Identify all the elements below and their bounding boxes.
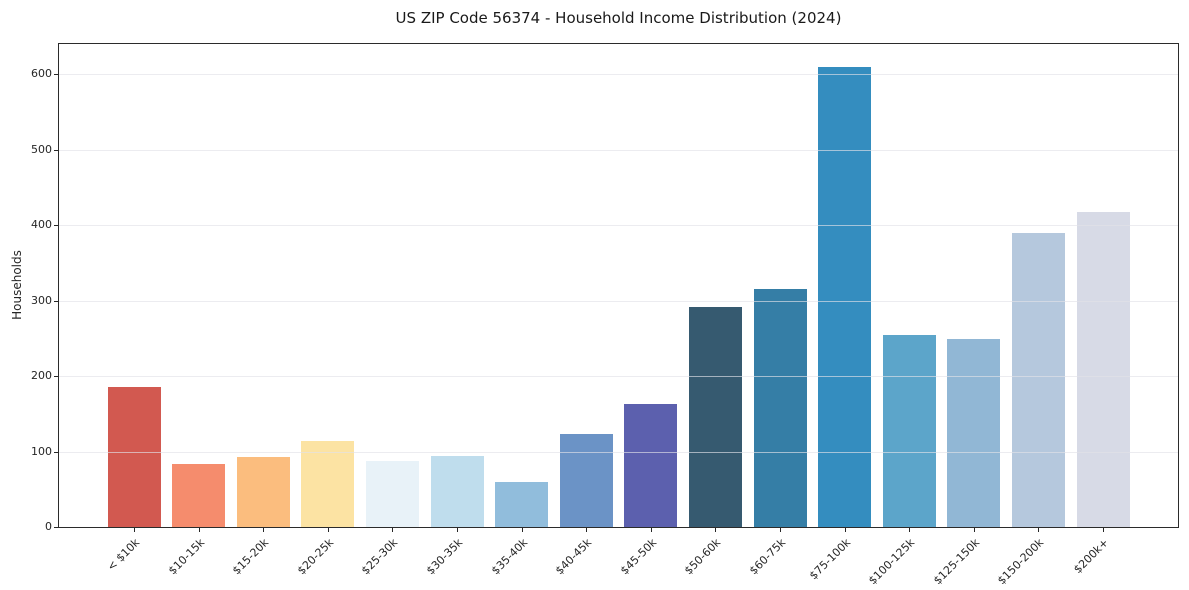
xtick-label-0: < $10k: [104, 536, 143, 574]
bar-15-20k: [236, 456, 290, 527]
ytick-mark-0: [54, 527, 58, 528]
bar-60-75k: [753, 288, 807, 527]
bar-150-200k: [1011, 232, 1065, 527]
xtick-mark-0: [134, 528, 135, 532]
xtick-mark-2: [263, 528, 265, 532]
bar-100-125k: [882, 334, 936, 527]
xtick-mark-14: [1038, 528, 1040, 532]
gridline-y-200: [59, 376, 1178, 378]
gridline-y-500: [59, 149, 1178, 151]
gridline-y-600: [59, 74, 1178, 76]
gridline-y-300: [59, 300, 1178, 302]
xtick-mark-3: [327, 528, 329, 532]
chart-title: US ZIP Code 56374 - Household Income Dis…: [395, 9, 842, 27]
ytick-label-0: 0: [45, 520, 52, 533]
xtick-mark-11: [844, 528, 846, 532]
xtick-mark-4: [392, 528, 394, 532]
bar-200k: [1076, 211, 1130, 527]
xtick-mark-15: [1103, 528, 1104, 532]
xtick-mark-5: [457, 528, 458, 532]
gridline-y-400: [59, 225, 1178, 227]
xtick-mark-9: [715, 528, 717, 532]
plot-area: [58, 43, 1179, 528]
xtick-mark-12: [909, 528, 911, 532]
ytick-mark-400: [54, 225, 58, 227]
ytick-mark-500: [54, 149, 58, 151]
gridline-y-100: [59, 451, 1178, 453]
ytick-mark-200: [54, 376, 58, 378]
xtick-mark-7: [586, 528, 588, 532]
ytick-mark-100: [54, 451, 58, 453]
bar-25-30k: [365, 460, 419, 527]
ytick-label-100: 100: [31, 444, 52, 458]
bar-20-25k: [301, 440, 355, 527]
bar-125-150k: [947, 339, 1001, 527]
ytick-label-300: 300: [31, 293, 52, 307]
bar-40-45k: [559, 434, 613, 527]
bar-30-35k: [430, 456, 484, 527]
ytick-mark-600: [54, 74, 58, 76]
ytick-mark-300: [54, 300, 58, 302]
ytick-label-200: 200: [31, 369, 52, 383]
bar-45-50k: [624, 404, 678, 527]
ytick-label-600: 600: [31, 67, 52, 81]
bar-35-40k: [495, 481, 549, 527]
bar-75-100k: [818, 66, 872, 527]
xtick-mark-8: [650, 528, 652, 532]
ytick-label-500: 500: [31, 142, 52, 156]
ytick-label-400: 400: [31, 218, 52, 232]
bar-50-60k: [688, 306, 742, 527]
xtick-mark-6: [521, 528, 523, 532]
xtick-mark-1: [198, 528, 200, 532]
y-axis-label: Households: [10, 250, 24, 320]
bar-10k: [107, 386, 161, 527]
xtick-mark-13: [973, 528, 975, 532]
bar-10-15k: [172, 463, 226, 527]
xtick-mark-10: [780, 528, 781, 532]
